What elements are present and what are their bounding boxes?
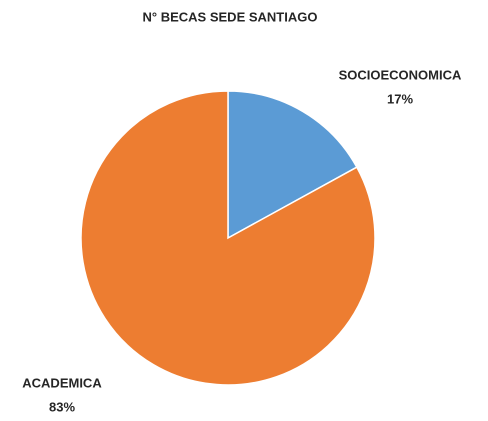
pie-slice: [80, 90, 376, 386]
pie-slice: [227, 90, 358, 240]
slice-value-label: 83%: [49, 399, 75, 414]
chart-title: N° BECAS SEDE SANTIAGO: [143, 9, 318, 24]
slice-category-label: SOCIOECONOMICA: [339, 67, 462, 82]
slice-value-label: 17%: [387, 91, 413, 106]
slice-category-label: ACADEMICA: [22, 375, 102, 390]
